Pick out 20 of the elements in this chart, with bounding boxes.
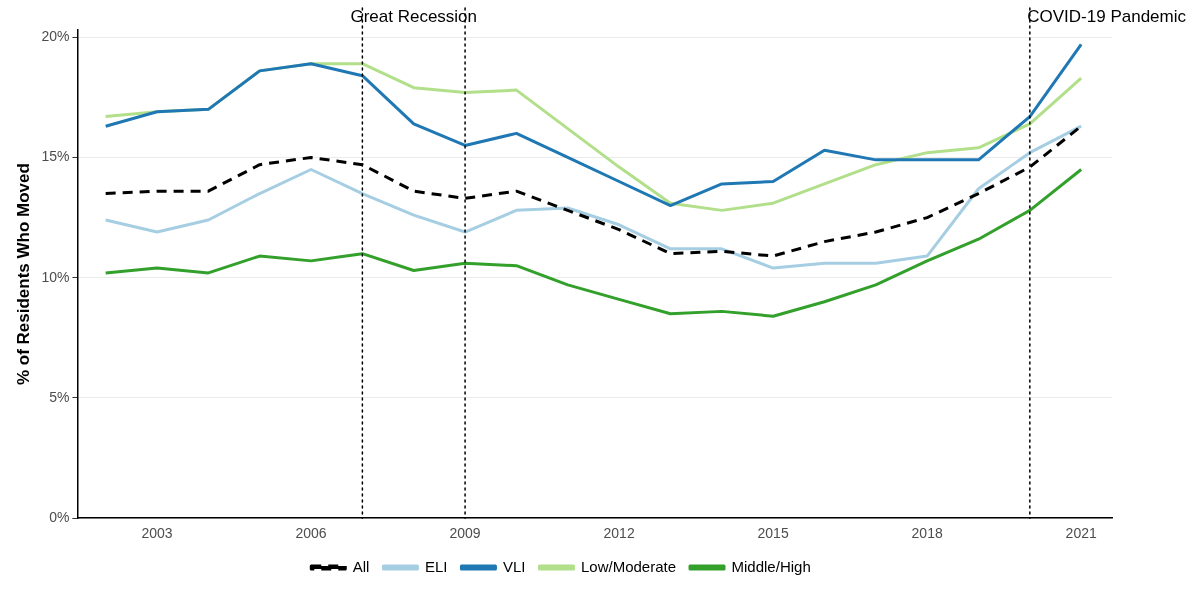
x-tick-label: 2003 <box>141 525 173 542</box>
y-tick-label: 20% <box>41 28 70 45</box>
legend-label: Low/Moderate <box>580 557 677 575</box>
legend-label: ELI <box>424 557 448 575</box>
text: COVID-19 Pandemic <box>1027 6 1187 26</box>
legend-label: Middle/High <box>731 557 811 575</box>
x-tick-label: 2021 <box>1065 525 1097 542</box>
x-tick-label: 2006 <box>295 525 327 542</box>
x-tick-label: 2015 <box>757 525 789 542</box>
y-tick-label: 0% <box>49 509 70 526</box>
x-tick-label: 2012 <box>603 525 635 542</box>
legend-label: VLI <box>502 557 526 575</box>
y-axis-title: % of Residents Who Moved <box>13 163 33 386</box>
x-tick-label: 2018 <box>911 525 943 542</box>
x-tick-label: 2009 <box>449 525 481 542</box>
y-tick-label: 15% <box>41 148 70 165</box>
y-tick-label: 5% <box>49 388 70 405</box>
text: Great Recession <box>350 6 478 26</box>
y-tick-label: 10% <box>41 268 70 285</box>
legend-label: All <box>352 557 370 575</box>
